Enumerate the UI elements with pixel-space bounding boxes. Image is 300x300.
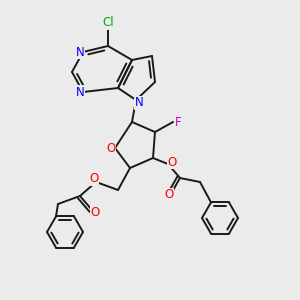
Text: O: O (89, 172, 99, 185)
Text: O: O (164, 188, 174, 202)
Text: N: N (76, 46, 84, 59)
Text: F: F (175, 116, 181, 128)
Text: Cl: Cl (102, 16, 114, 29)
Text: O: O (167, 155, 177, 169)
Text: O: O (106, 142, 116, 154)
Text: O: O (90, 206, 100, 220)
Text: N: N (76, 85, 84, 98)
Text: N: N (135, 97, 143, 110)
